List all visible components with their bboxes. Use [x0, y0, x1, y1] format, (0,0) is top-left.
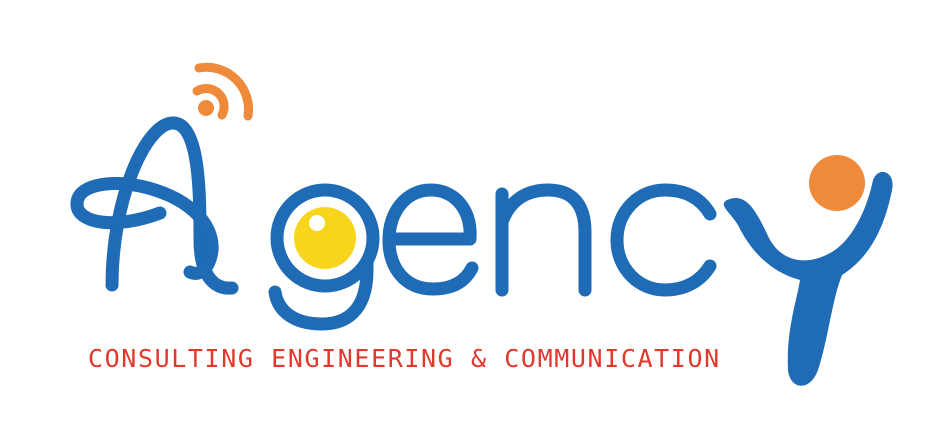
eye-icon: [270, 183, 380, 293]
letter-a-loop: [70, 177, 219, 280]
letter-g-descender: [268, 225, 374, 331]
letter-n: [495, 183, 592, 297]
wifi-signal-icon: [192, 62, 254, 121]
wordmark-agency: [70, 116, 717, 331]
tagline: CONSULTING ENGINEERING & COMMUNICATION: [88, 344, 721, 373]
letter-e: [382, 183, 479, 296]
letter-c: [610, 183, 717, 297]
person-icon: [723, 155, 893, 386]
